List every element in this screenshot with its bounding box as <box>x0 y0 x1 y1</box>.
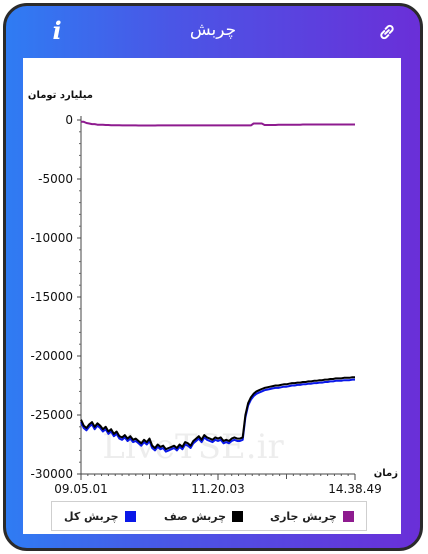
legend-item-total[interactable]: چربش کل <box>64 508 136 524</box>
legend-label-total: چربش کل <box>64 509 119 523</box>
y-tick-label: -20000 <box>30 349 73 363</box>
y-tick-label: -10000 <box>30 231 73 245</box>
y-tick-label: -15000 <box>30 290 73 304</box>
watermark-text: LiveTSE.ir <box>102 427 284 467</box>
y-tick-label: -5000 <box>38 172 73 186</box>
x-tick-label: 11.20.03 <box>191 482 244 496</box>
link-icon[interactable] <box>376 21 398 43</box>
app-frame: i چربش LiveTSE.ir 0 -5000 -10000 -15000 -200… <box>3 3 423 551</box>
legend-label-queue: چربش صف <box>164 509 227 523</box>
x-tick-label: 14.38.49 <box>328 482 381 496</box>
legend-swatch-queue <box>232 510 244 522</box>
legend-swatch-total <box>124 510 136 522</box>
y-tick-label: 0 <box>65 113 73 127</box>
legend-swatch-current <box>342 510 354 522</box>
chart-panel: LiveTSE.ir 0 -5000 -10000 -15000 -20000 -2500… <box>23 58 401 534</box>
series-line-1 <box>80 376 355 451</box>
page-title: چربش <box>189 20 237 40</box>
series-line-2 <box>80 378 355 453</box>
legend-item-queue[interactable]: چربش صف <box>164 508 244 524</box>
legend-item-current[interactable]: چربش جاری <box>270 508 354 524</box>
x-tick-label: 09.05.01 <box>54 482 107 496</box>
y-tick-label: -30000 <box>30 467 73 481</box>
y-axis-label: میلیارد تومان <box>28 90 93 101</box>
y-tick-label: -25000 <box>30 408 73 422</box>
header-bar: i چربش <box>6 6 420 58</box>
series-line-0 <box>81 120 355 127</box>
fat-chart: LiveTSE.ir 0 -5000 -10000 -15000 -20000 -2500… <box>28 90 398 496</box>
legend-label-current: چربش جاری <box>270 509 337 523</box>
chart-legend: چربش جاری چربش صف چربش کل <box>51 501 367 531</box>
x-axis-label: زمان <box>374 468 398 479</box>
info-button[interactable]: i <box>52 16 62 45</box>
